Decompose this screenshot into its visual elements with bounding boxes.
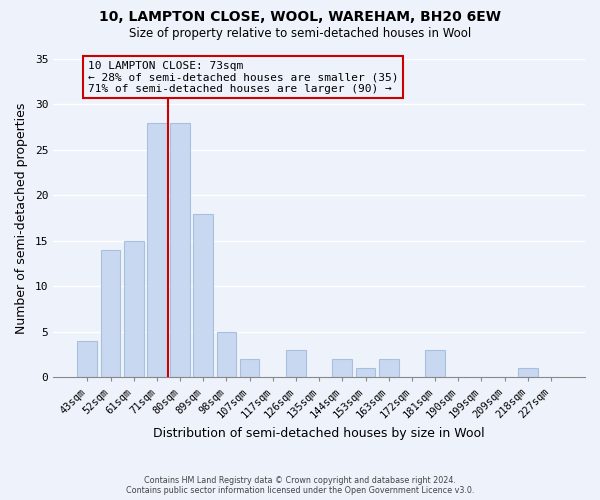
Y-axis label: Number of semi-detached properties: Number of semi-detached properties	[15, 102, 28, 334]
Bar	[124, 241, 143, 378]
Bar	[170, 122, 190, 378]
Bar	[217, 332, 236, 378]
Bar	[425, 350, 445, 378]
Bar	[240, 359, 259, 378]
Bar	[356, 368, 376, 378]
Text: 10, LAMPTON CLOSE, WOOL, WAREHAM, BH20 6EW: 10, LAMPTON CLOSE, WOOL, WAREHAM, BH20 6…	[99, 10, 501, 24]
Bar	[332, 359, 352, 378]
Text: 10 LAMPTON CLOSE: 73sqm
← 28% of semi-detached houses are smaller (35)
71% of se: 10 LAMPTON CLOSE: 73sqm ← 28% of semi-de…	[88, 61, 398, 94]
Text: Contains HM Land Registry data © Crown copyright and database right 2024.
Contai: Contains HM Land Registry data © Crown c…	[126, 476, 474, 495]
Text: Size of property relative to semi-detached houses in Wool: Size of property relative to semi-detach…	[129, 28, 471, 40]
Bar	[77, 341, 97, 378]
Bar	[518, 368, 538, 378]
Bar	[193, 214, 213, 378]
Bar	[286, 350, 306, 378]
Bar	[147, 122, 167, 378]
Bar	[379, 359, 398, 378]
Bar	[101, 250, 121, 378]
X-axis label: Distribution of semi-detached houses by size in Wool: Distribution of semi-detached houses by …	[154, 427, 485, 440]
